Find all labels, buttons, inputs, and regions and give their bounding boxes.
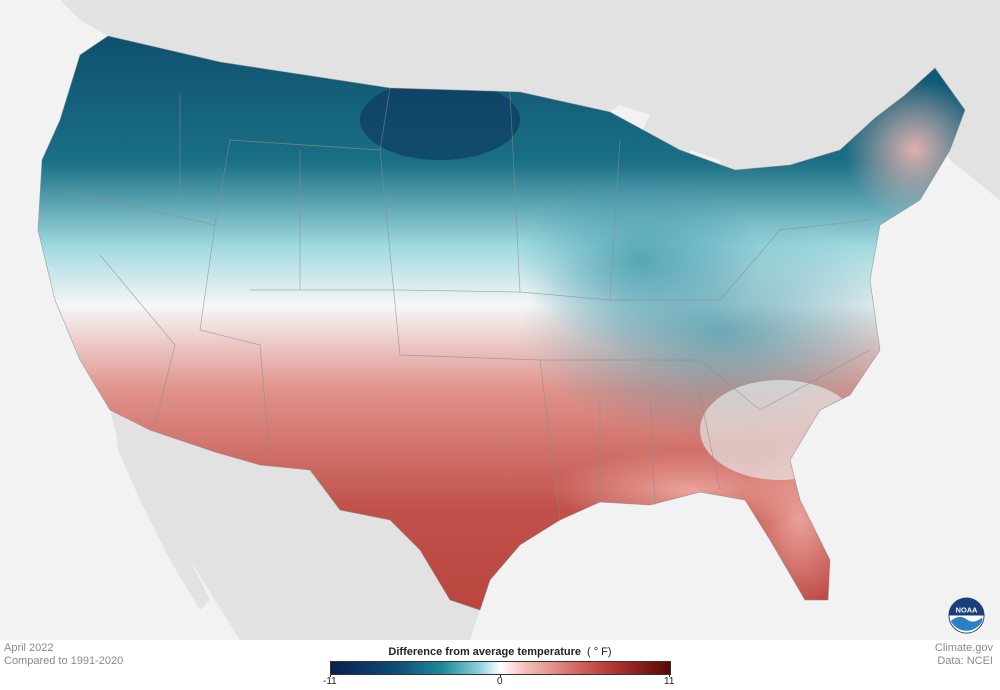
map-footer: April 2022 Compared to 1991-2020 Differe… [0, 640, 1000, 690]
credit-data: Data: NCEI [937, 655, 993, 667]
mexico-land [110, 410, 480, 640]
noaa-logo-text: NOAA [956, 606, 978, 615]
legend-tick-min: -11 [323, 676, 337, 687]
map-canvas [37, 0, 1000, 640]
baja-land [115, 420, 210, 610]
map-metadata: April 2022 Compared to 1991-2020 [4, 642, 123, 668]
map-credits: Climate.gov Data: NCEI [935, 642, 993, 668]
legend-unit: ( ° F) [587, 646, 612, 658]
legend-tick-mark-min [330, 674, 331, 677]
credit-site: Climate.gov [934, 642, 993, 654]
legend-tick-mark-zero [500, 674, 501, 677]
baseline-label: Compared to 1991-2020 [4, 655, 124, 667]
state-borders [37, 35, 966, 611]
legend-title-text: Difference from average temperature [388, 646, 581, 658]
legend-color-bar [330, 661, 671, 675]
legend-tick-mark-max [669, 674, 670, 677]
legend-tick-zero: 0 [497, 676, 503, 687]
noaa-logo: NOAA [948, 597, 985, 634]
period-label: April 2022 [4, 642, 54, 654]
canada-land [60, 0, 1000, 200]
temperature-anomaly-map: NOAA [0, 0, 1000, 640]
legend-tick-max: 11 [664, 676, 675, 687]
legend-title: Difference from average temperature ( ° F… [330, 646, 670, 658]
